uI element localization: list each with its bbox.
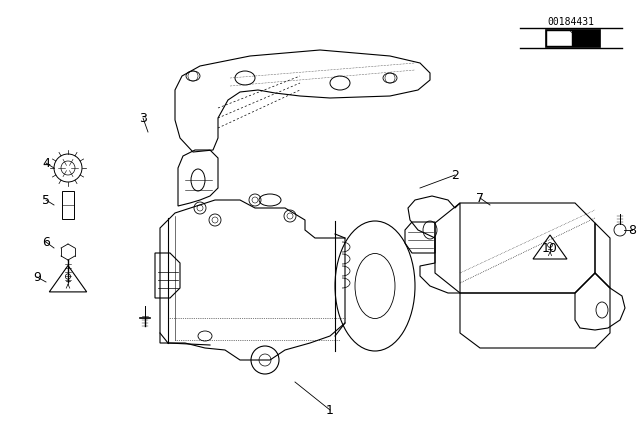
Bar xyxy=(547,31,572,46)
Text: 00184431: 00184431 xyxy=(547,17,595,27)
Polygon shape xyxy=(570,31,572,33)
Text: 1: 1 xyxy=(326,404,334,417)
Bar xyxy=(62,191,74,219)
Text: 2: 2 xyxy=(451,168,459,181)
Text: 10: 10 xyxy=(542,241,558,254)
Text: 9: 9 xyxy=(33,271,41,284)
Bar xyxy=(545,29,600,47)
Text: 7: 7 xyxy=(476,191,484,204)
Text: 4: 4 xyxy=(42,156,50,169)
Text: 8: 8 xyxy=(628,224,636,237)
Text: 3: 3 xyxy=(139,112,147,125)
Text: 6: 6 xyxy=(42,236,50,249)
Text: 5: 5 xyxy=(42,194,50,207)
